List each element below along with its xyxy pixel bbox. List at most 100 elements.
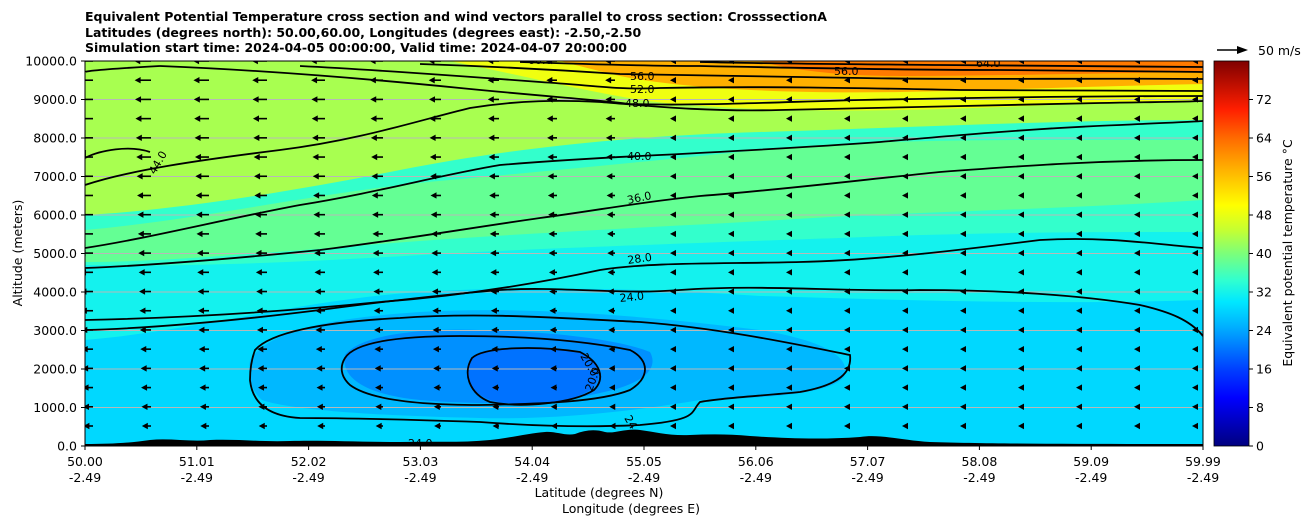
wind-vector: [428, 61, 441, 65]
wind-vector: [1134, 115, 1140, 122]
wind-vector: [199, 365, 209, 372]
wind-vector: [902, 96, 908, 103]
contour-label-40: 40.0: [627, 150, 652, 163]
wind-vector: [374, 345, 383, 353]
wind-vector: [85, 345, 93, 353]
x-axis: 50.00-2.4951.01-2.4952.02-2.4953.03-2.49…: [67, 446, 1221, 485]
wind-vector: [670, 269, 676, 276]
wind-vector: [432, 345, 441, 353]
y-tick-label: 3000.0: [33, 323, 77, 338]
wind-vector: [609, 384, 616, 391]
wind-vector: [85, 98, 93, 101]
x-tick-label-lon: -2.49: [404, 470, 436, 485]
wind-vector: [844, 345, 850, 353]
wind-vector: [193, 96, 209, 103]
x-tick-label-lat: 58.08: [962, 454, 998, 469]
wind-vector: [902, 269, 908, 276]
wind-vector: [786, 192, 792, 199]
contour-20: [340, 335, 646, 406]
wind-vector: [728, 365, 734, 372]
field-band-green: [85, 139, 1203, 262]
vector-key: 50 m/s: [1217, 43, 1301, 58]
wind-vector: [254, 192, 267, 199]
wind-vector: [134, 77, 151, 84]
wind-vector: [140, 345, 151, 353]
contour-label-56b: 56.0: [834, 65, 859, 78]
wind-vector: [311, 115, 325, 122]
wind-vector: [1134, 326, 1140, 334]
x-tick-label-lon: -2.49: [516, 470, 548, 485]
colorbar: [1214, 61, 1249, 446]
wind-vector: [431, 249, 441, 257]
x-tick-label-lat: 59.99: [1185, 454, 1221, 469]
wind-vector: [547, 173, 557, 180]
wind-vector: [85, 156, 93, 158]
wind-vector: [960, 115, 966, 122]
wind-vector: [432, 307, 441, 314]
wind-vector: [902, 230, 908, 238]
wind-vector: [196, 230, 209, 238]
x-tick-label-lat: 51.01: [179, 454, 215, 469]
wind-vector: [605, 96, 615, 103]
terrain-orography: [85, 429, 1203, 446]
wind-vector: [200, 422, 209, 430]
contour-64: [699, 61, 1203, 68]
wind-vector: [844, 211, 850, 218]
x-tick-label-lat: 52.02: [291, 454, 327, 469]
wind-vector: [902, 403, 908, 410]
wind-vector: [369, 77, 383, 84]
wind-vector: [1192, 326, 1198, 334]
wind-vector: [549, 288, 557, 295]
x-tick-label-lat: 57.07: [850, 454, 886, 469]
y-tick-label: 7000.0: [33, 169, 77, 184]
wind-vector: [490, 249, 499, 257]
wind-vector: [1192, 61, 1198, 65]
wind-vector: [1018, 422, 1024, 430]
y-tick-label: 8000.0: [33, 131, 77, 146]
x-tick-label-lon: -2.49: [69, 470, 101, 485]
wind-vector: [85, 79, 93, 82]
wind-vector: [786, 326, 792, 334]
wind-vector: [844, 384, 850, 391]
contour-label-24b: 24.0: [408, 437, 433, 450]
wind-vector: [373, 288, 383, 295]
wind-vector: [786, 153, 792, 161]
x-tick-label-lat: 53.03: [403, 454, 439, 469]
wind-vector: [1076, 288, 1082, 295]
wind-vector: [728, 115, 734, 122]
wind-vector: [728, 211, 734, 218]
wind-vector: [85, 117, 93, 120]
wind-vector: [1192, 288, 1198, 295]
wind-vector: [316, 365, 325, 372]
wind-vector: [609, 403, 616, 410]
wind-vector: [489, 211, 499, 218]
wind-vector: [313, 230, 325, 238]
wind-vector: [1192, 211, 1198, 218]
x-tick-label-lon: -2.49: [851, 470, 883, 485]
wind-vector: [1134, 422, 1140, 430]
wind-vector: [254, 173, 267, 180]
contour-label-64: 64.0: [976, 57, 1001, 70]
wind-vector: [1192, 269, 1198, 276]
x-axis-label-lat: Latitude (degrees N): [535, 485, 664, 500]
wind-vector: [432, 326, 441, 334]
wind-vector: [960, 192, 966, 199]
wind-vector: [141, 422, 151, 430]
wind-vector: [257, 345, 267, 353]
colorbar-tick-label: 56: [1256, 169, 1272, 184]
wind-vector: [546, 77, 557, 84]
wind-vector: [550, 403, 557, 410]
wind-vector: [1192, 307, 1198, 314]
wind-vector: [550, 384, 557, 391]
contour-28: [85, 238, 1203, 321]
wind-vector: [728, 288, 734, 295]
wind-vector: [1076, 403, 1082, 410]
wind-vector: [252, 77, 267, 84]
x-tick-label-lat: 59.09: [1073, 454, 1109, 469]
wind-vector: [1192, 403, 1198, 410]
x-tick-label-lat: 56.06: [738, 454, 774, 469]
wind-vector: [140, 365, 151, 372]
title-line-2: Latitudes (degrees north): 50.00,60.00, …: [85, 24, 642, 40]
wind-vector: [1076, 134, 1082, 142]
wind-vector: [1076, 153, 1082, 161]
